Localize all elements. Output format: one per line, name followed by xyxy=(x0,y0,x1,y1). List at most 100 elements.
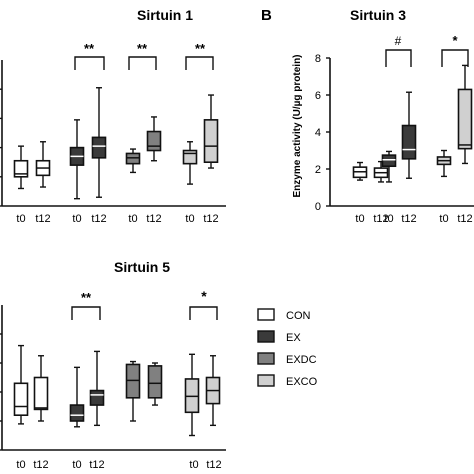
box-exco-t0 xyxy=(182,141,198,185)
box-con-t0 xyxy=(352,161,368,181)
box-iqr xyxy=(457,88,473,150)
y-tick-label: 6 xyxy=(315,90,321,102)
significance-marker: ** xyxy=(84,41,95,56)
x-tick-label: t12 xyxy=(91,213,106,225)
box-exco-t12 xyxy=(203,94,219,169)
sirtuin-1-panel: Sirtuin 1 ** ** ** t0 t12 t0 t12 t0 t12 … xyxy=(0,7,226,225)
y-tick-label: 4 xyxy=(315,127,321,139)
legend-label-exco: EXCO xyxy=(286,376,318,388)
legend: CON EX EXDC EXCO xyxy=(257,308,318,388)
x-tick-label: t0 xyxy=(128,213,137,225)
significance-marker: * xyxy=(452,33,458,48)
significance-bracket xyxy=(441,49,469,67)
box-ex-t0 xyxy=(69,119,85,200)
x-tick-label: t0 xyxy=(189,459,198,471)
box-iqr xyxy=(13,159,29,178)
box-ex-t12 xyxy=(91,87,107,198)
box-exco-t0 xyxy=(184,353,200,437)
x-tick-label: t0 xyxy=(72,213,81,225)
x-tick-label: t0 xyxy=(439,213,448,225)
box-iqr xyxy=(69,404,85,422)
legend-label-con: CON xyxy=(286,310,311,322)
box-ex-t12 xyxy=(401,91,417,179)
box-iqr xyxy=(91,136,107,159)
sirtuin-3-boxes xyxy=(352,64,473,183)
x-tick-label: t0 xyxy=(355,213,364,225)
box-ex-t0 xyxy=(69,366,85,428)
y-tick-label: 2 xyxy=(315,164,321,176)
sirtuin-1-y-ticks xyxy=(0,88,2,207)
x-tick-label: t12 xyxy=(35,213,50,225)
x-tick-label: t0 xyxy=(16,213,25,225)
y-tick-label: 8 xyxy=(315,53,321,65)
significance-marker: # xyxy=(395,34,402,48)
box-iqr xyxy=(146,130,162,152)
x-tick-label: t12 xyxy=(146,213,161,225)
x-tick-label: t12 xyxy=(33,459,48,471)
box-iqr xyxy=(182,149,198,165)
x-tick-label: t12 xyxy=(89,459,104,471)
box-iqr xyxy=(13,382,29,416)
box-exdc-t12 xyxy=(147,362,163,406)
box-iqr xyxy=(203,119,219,164)
box-iqr xyxy=(33,376,49,411)
box-iqr xyxy=(89,389,105,406)
significance-bracket xyxy=(128,56,157,70)
significance-bracket xyxy=(71,306,101,320)
sirtuin-5-x-labels: t0 t12 t0 t12 t0 t12 xyxy=(16,459,221,471)
legend-label-exdc: EXDC xyxy=(286,354,317,366)
legend-swatch-exco xyxy=(257,374,275,387)
legend-swatch-ex xyxy=(257,330,275,343)
significance-bracket xyxy=(185,56,214,70)
box-iqr xyxy=(381,154,397,168)
sirtuin-1-significance: ** ** ** xyxy=(74,41,214,70)
sirtuin-5-title: Sirtuin 5 xyxy=(114,259,170,275)
sirtuin-1-x-labels: t0 t12 t0 t12 t0 t12 t0 t12 xyxy=(16,213,218,225)
x-tick-label: t12 xyxy=(206,459,221,471)
sirtuin-1-title: Sirtuin 1 xyxy=(137,7,193,23)
box-iqr xyxy=(401,124,417,160)
box-exco-t12 xyxy=(457,64,473,165)
box-con-t0 xyxy=(13,145,29,190)
box-con-t12 xyxy=(33,355,49,422)
sirtuin-3-title: Sirtuin 3 xyxy=(350,7,406,23)
sirtuin-1-boxes xyxy=(13,87,219,200)
legend-label-ex: EX xyxy=(286,332,301,344)
sirtuin-3-significance: # * xyxy=(385,33,469,67)
significance-marker: ** xyxy=(195,41,206,56)
box-exco-t0 xyxy=(436,149,452,178)
significance-bracket xyxy=(74,56,105,70)
panel-letter-b: B xyxy=(261,7,272,24)
sirtuin-3-panel: B Sirtuin 3 Enzyme activity (U/µg protei… xyxy=(261,7,474,225)
box-ex-t12 xyxy=(89,350,105,427)
sirtuin-3-y-ticks: 0 2 4 6 8 xyxy=(315,53,330,213)
x-tick-label: t12 xyxy=(203,213,218,225)
box-exdc-t12 xyxy=(146,116,162,162)
x-tick-label: t12 xyxy=(373,213,388,225)
x-tick-label: t12 xyxy=(457,213,472,225)
significance-marker: * xyxy=(201,288,207,304)
box-con-t12 xyxy=(373,160,389,183)
x-tick-label: t0 xyxy=(185,213,194,225)
x-tick-label: t0 xyxy=(384,213,393,225)
box-con-t12 xyxy=(35,141,51,188)
x-tick-label: t0 xyxy=(72,459,81,471)
box-exco-t12 xyxy=(205,355,221,427)
box-iqr xyxy=(147,365,163,399)
legend-swatch-con xyxy=(257,308,275,321)
sirtuin-5-significance: ** * xyxy=(71,288,218,320)
sirtuin-5-panel: Sirtuin 5 ** * t0 t12 t0 t12 t0 t12 xyxy=(0,259,226,471)
box-con-t0 xyxy=(13,344,29,425)
x-tick-label: t12 xyxy=(401,213,416,225)
legend-swatch-exdc xyxy=(257,352,275,365)
significance-marker: ** xyxy=(81,290,92,305)
significance-bracket xyxy=(189,306,218,320)
significance-bracket xyxy=(385,49,412,67)
x-tick-label: t0 xyxy=(16,459,25,471)
sirtuin-5-boxes xyxy=(13,344,221,437)
box-ex-t0 xyxy=(381,150,397,183)
sirtuin-3-y-label: Enzyme activity (U/µg protein) xyxy=(292,54,303,197)
y-tick-label: 0 xyxy=(315,201,321,213)
sirtuin-5-y-ticks xyxy=(0,333,2,451)
